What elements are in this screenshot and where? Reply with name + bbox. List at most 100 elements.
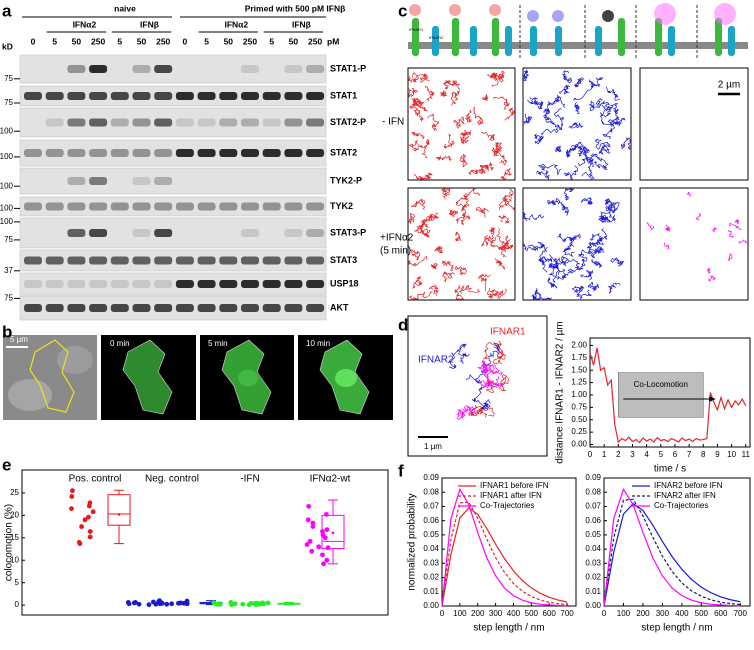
cell	[8, 379, 52, 411]
point	[69, 506, 74, 512]
band	[306, 280, 325, 288]
panel-label: f	[398, 461, 404, 480]
trajectory	[456, 188, 481, 203]
protein-label: USP18	[330, 278, 359, 288]
band	[154, 304, 173, 312]
subgroup-label: IFNα2	[224, 19, 248, 29]
band	[219, 149, 238, 157]
trajectory	[442, 271, 455, 283]
x-tick-label: 4	[644, 450, 649, 459]
x-tick-label: 500	[525, 609, 539, 618]
trajectory	[608, 282, 621, 294]
band	[89, 256, 108, 265]
band	[306, 65, 325, 73]
plot-frame	[589, 337, 751, 448]
trajectory	[455, 201, 467, 212]
band	[241, 229, 259, 237]
x-tick-label: 700	[560, 609, 574, 618]
trajectory	[549, 268, 566, 280]
marker-label: 37	[4, 266, 13, 275]
band	[110, 149, 129, 157]
band	[154, 256, 173, 265]
legend-label: IFNAR1 before IFN	[480, 481, 549, 490]
trajectory	[548, 257, 559, 270]
point	[82, 517, 88, 523]
trajectory	[443, 133, 455, 149]
band	[241, 304, 259, 312]
trajectory	[608, 201, 620, 213]
row-label: - IFN	[382, 117, 404, 128]
lane-label: 0	[31, 36, 36, 46]
receptor	[618, 18, 625, 56]
y-tick-label: 0.03	[423, 558, 439, 567]
trajectory	[535, 100, 544, 110]
point	[87, 534, 93, 540]
y-tick-label: 0.02	[585, 573, 601, 582]
band	[197, 149, 216, 157]
x-tick-label: 400	[507, 609, 521, 618]
band	[154, 280, 173, 288]
point	[216, 601, 222, 607]
trajectory	[589, 228, 608, 242]
trajectory	[542, 101, 556, 114]
trajectory	[441, 188, 451, 200]
point	[86, 514, 91, 520]
band	[306, 92, 325, 100]
y-tick-label: 10	[10, 555, 19, 564]
y-tick-label: 0.02	[423, 573, 439, 582]
trajectory	[581, 196, 593, 205]
x-tick-label: 2	[616, 450, 621, 459]
band	[175, 256, 194, 265]
trajectory	[409, 103, 428, 112]
dye	[527, 10, 539, 22]
lane-label: 5	[52, 36, 57, 46]
shaded-region	[618, 372, 704, 418]
point	[164, 601, 170, 607]
y-tick-label: 0.04	[423, 544, 439, 553]
trajectory	[541, 254, 553, 273]
band	[197, 304, 216, 312]
trajectory	[566, 147, 575, 158]
trajectory	[589, 243, 601, 258]
band	[175, 118, 194, 127]
legend-label: IFNAR2 after IFN	[654, 491, 716, 500]
trajectory	[415, 73, 430, 83]
y-tick-label: 0.07	[585, 502, 601, 511]
trajectory	[500, 241, 514, 250]
blot-strip	[19, 54, 327, 84]
point	[229, 602, 234, 608]
blot-strip	[19, 217, 327, 249]
protein-label: TYK2-P	[330, 175, 362, 185]
trajectory	[538, 249, 547, 266]
cell	[57, 346, 93, 374]
nucleus	[238, 370, 258, 386]
timepoint-label: 10 min	[306, 339, 330, 348]
dye	[714, 3, 736, 25]
trajectory	[480, 131, 495, 141]
y-tick-label: 0.08	[585, 487, 601, 496]
trajectory	[494, 70, 505, 79]
band	[45, 256, 64, 265]
trajectory	[540, 117, 560, 136]
trajectory	[571, 285, 584, 293]
box	[321, 514, 345, 550]
blot-strip	[19, 196, 327, 217]
timepoint-label: 5 min	[208, 339, 228, 348]
point	[87, 529, 93, 534]
point	[309, 548, 315, 554]
band	[241, 118, 259, 127]
trajectory	[465, 342, 500, 384]
trajectory	[407, 139, 424, 152]
trajectory	[591, 259, 602, 269]
blot-strip	[19, 167, 327, 195]
band	[306, 202, 325, 211]
point	[320, 552, 325, 558]
trajectory	[470, 405, 495, 418]
receptor	[412, 18, 419, 56]
point	[325, 545, 331, 551]
trajectory	[498, 215, 510, 225]
receptor	[470, 26, 477, 56]
trajectory	[435, 155, 452, 162]
band	[89, 149, 108, 157]
trajectory	[455, 231, 462, 242]
